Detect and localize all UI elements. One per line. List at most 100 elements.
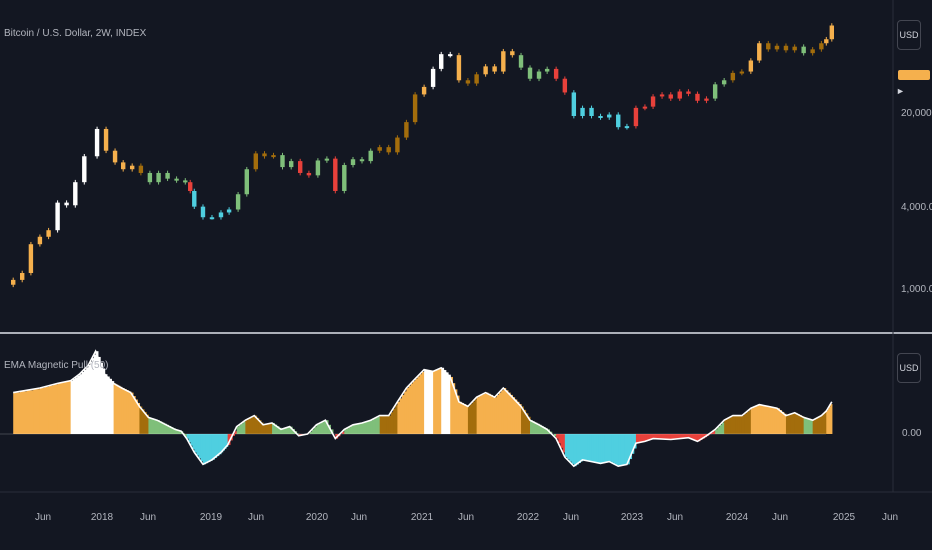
price-candle[interactable] xyxy=(824,39,829,44)
indicator-area-bar[interactable] xyxy=(186,434,190,439)
indicator-area-bar[interactable] xyxy=(410,383,414,434)
indicator-area-bar[interactable] xyxy=(240,423,244,434)
price-candle[interactable] xyxy=(766,43,771,50)
indicator-area-bar[interactable] xyxy=(750,408,754,434)
indicator-area-bar[interactable] xyxy=(518,404,522,434)
indicator-area-bar[interactable] xyxy=(817,417,820,434)
indicator-area-bar[interactable] xyxy=(830,404,833,434)
indicator-area-bar[interactable] xyxy=(785,415,789,434)
indicator-area-bar[interactable] xyxy=(456,395,460,434)
indicator-area-bar[interactable] xyxy=(126,390,130,434)
indicator-area-bar[interactable] xyxy=(692,434,696,440)
indicator-area-bar[interactable] xyxy=(553,434,557,437)
indicator-area-bar[interactable] xyxy=(216,434,220,457)
price-candle[interactable] xyxy=(165,172,170,179)
price-candle[interactable] xyxy=(129,165,135,170)
indicator-area-bar[interactable] xyxy=(263,424,266,434)
indicator-area-bar[interactable] xyxy=(539,424,542,434)
price-candle[interactable] xyxy=(430,68,436,87)
indicator-area-bar[interactable] xyxy=(578,434,581,463)
indicator-area-bar[interactable] xyxy=(130,392,134,434)
price-candle[interactable] xyxy=(412,94,418,123)
price-candle[interactable] xyxy=(607,114,612,118)
indicator-area-bar[interactable] xyxy=(505,390,509,434)
indicator-area-bar[interactable] xyxy=(166,424,169,434)
indicator-area-bar[interactable] xyxy=(712,431,716,434)
indicator-area-bar[interactable] xyxy=(408,385,412,434)
indicator-area-bar[interactable] xyxy=(498,392,502,434)
price-candle[interactable] xyxy=(774,45,780,50)
indicator-area-bar[interactable] xyxy=(364,422,367,434)
price-candle[interactable] xyxy=(315,160,321,176)
price-candle[interactable] xyxy=(324,158,330,161)
indicator-area-bar[interactable] xyxy=(657,434,663,439)
indicator-area-bar[interactable] xyxy=(417,376,421,435)
indicator-area-bar[interactable] xyxy=(808,418,812,434)
indicator-area-bar[interactable] xyxy=(640,434,644,443)
indicator-area-bar[interactable] xyxy=(265,424,269,434)
indicator-area-bar[interactable] xyxy=(792,413,796,434)
indicator-area-bar[interactable] xyxy=(433,371,436,434)
indicator-area-bar[interactable] xyxy=(236,426,240,434)
indicator-area-bar[interactable] xyxy=(185,434,188,437)
indicator-area-bar[interactable] xyxy=(325,420,329,434)
indicator-area-bar[interactable] xyxy=(289,426,293,434)
price-candle[interactable] xyxy=(73,182,78,206)
indicator-area-bar[interactable] xyxy=(435,370,438,434)
indicator-area-bar[interactable] xyxy=(196,434,200,456)
price-candle[interactable] xyxy=(448,54,453,57)
price-candle[interactable] xyxy=(677,91,682,99)
indicator-area-bar[interactable] xyxy=(675,434,681,440)
indicator-area-bar[interactable] xyxy=(26,390,34,434)
indicator-area-bar[interactable] xyxy=(176,429,179,434)
price-candle[interactable] xyxy=(783,45,789,51)
indicator-area-bar[interactable] xyxy=(205,434,209,464)
price-candle[interactable] xyxy=(226,209,232,213)
indicator-area-bar[interactable] xyxy=(123,389,127,434)
indicator-area-bar[interactable] xyxy=(154,419,158,434)
price-candle[interactable] xyxy=(192,190,197,207)
indicator-area-bar[interactable] xyxy=(207,434,211,463)
indicator-unit-button[interactable]: USD xyxy=(897,353,921,383)
indicator-area-bar[interactable] xyxy=(530,420,533,434)
indicator-area-bar[interactable] xyxy=(200,434,204,462)
indicator-area-bar[interactable] xyxy=(366,421,370,434)
price-candle[interactable] xyxy=(64,202,69,206)
indicator-area-bar[interactable] xyxy=(269,423,273,434)
indicator-area-bar[interactable] xyxy=(527,416,531,434)
indicator-area-bar[interactable] xyxy=(779,410,783,434)
indicator-area-bar[interactable] xyxy=(406,388,410,434)
price-candle[interactable] xyxy=(147,172,153,183)
indicator-area-bar[interactable] xyxy=(644,434,648,442)
indicator-area-bar[interactable] xyxy=(424,369,427,434)
price-candle[interactable] xyxy=(439,54,444,69)
indicator-area-bar[interactable] xyxy=(788,414,791,434)
indicator-area-bar[interactable] xyxy=(534,422,538,435)
indicator-area-bar[interactable] xyxy=(267,423,271,434)
price-candle[interactable] xyxy=(748,60,754,72)
indicator-area-bar[interactable] xyxy=(350,425,354,434)
indicator-area-bar[interactable] xyxy=(523,409,527,434)
indicator-area-bar[interactable] xyxy=(651,434,654,440)
indicator-area-bar[interactable] xyxy=(735,415,738,434)
indicator-area-bar[interactable] xyxy=(562,434,566,453)
price-candle[interactable] xyxy=(536,71,542,79)
indicator-area-bar[interactable] xyxy=(584,434,588,461)
indicator-area-bar[interactable] xyxy=(822,414,825,434)
indicator-area-bar[interactable] xyxy=(602,434,606,463)
indicator-area-bar[interactable] xyxy=(829,406,832,434)
indicator-area-bar[interactable] xyxy=(776,408,780,434)
indicator-area-bar[interactable] xyxy=(536,423,540,434)
indicator-area-bar[interactable] xyxy=(132,396,136,434)
indicator-area-bar[interactable] xyxy=(224,434,227,449)
price-candle[interactable] xyxy=(589,107,594,116)
indicator-area-bar[interactable] xyxy=(117,385,121,434)
indicator-area-bar[interactable] xyxy=(633,434,637,449)
indicator-area-bar[interactable] xyxy=(748,410,752,434)
indicator-area-bar[interactable] xyxy=(825,412,827,434)
indicator-area-bar[interactable] xyxy=(487,393,491,434)
indicator-area-bar[interactable] xyxy=(412,381,416,434)
price-candle[interactable] xyxy=(333,158,338,191)
price-candle[interactable] xyxy=(712,84,718,99)
indicator-area-bar[interactable] xyxy=(249,417,253,434)
